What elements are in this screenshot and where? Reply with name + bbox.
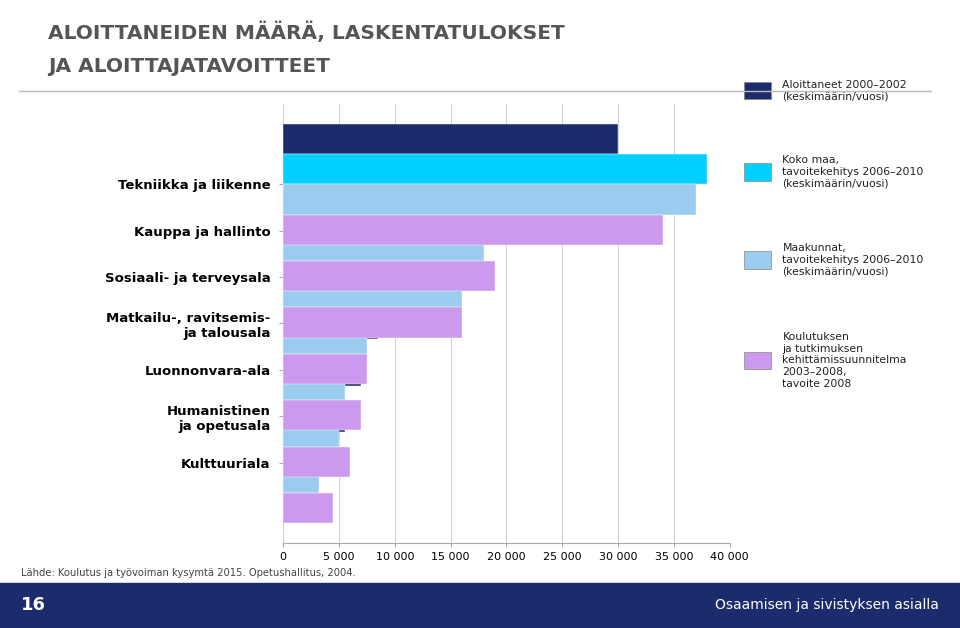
Bar [283, 307, 462, 338]
Bar [283, 323, 367, 354]
Bar [283, 400, 361, 430]
Bar [283, 402, 345, 432]
Bar [283, 355, 361, 386]
Bar [283, 124, 618, 154]
Bar [283, 277, 462, 307]
Bar [283, 293, 361, 323]
Text: ALOITTANEIDEN MÄÄRÄ, LASKENTATULOKSET: ALOITTANEIDEN MÄÄRÄ, LASKENTATULOKSET [48, 22, 564, 43]
Text: Lähde: Koulutus ja työvoiman kysymtä 2015. Opetushallitus, 2004.: Lähde: Koulutus ja työvoiman kysymtä 201… [21, 568, 356, 578]
Bar [283, 184, 696, 215]
Text: Aloittaneet 2000–2002
(keskimäärin/vuosi): Aloittaneet 2000–2002 (keskimäärin/vuosi… [782, 80, 907, 101]
Bar [283, 447, 350, 477]
Text: Koulutuksen
ja tutkimuksen
kehittämissuunnitelma
2003–2008,
tavoite 2008: Koulutuksen ja tutkimuksen kehittämissuu… [782, 332, 907, 389]
Bar [283, 432, 325, 463]
Bar [283, 247, 462, 277]
Bar [283, 340, 350, 370]
Bar [283, 463, 319, 493]
Bar [283, 493, 333, 523]
Bar [283, 416, 339, 447]
Bar [283, 261, 495, 291]
Bar [283, 354, 367, 384]
Bar [283, 263, 384, 293]
Bar [283, 370, 345, 400]
Text: Koko maa,
tavoitekehitys 2006–2010
(keskimäärin/vuosi): Koko maa, tavoitekehitys 2006–2010 (kesk… [782, 156, 924, 188]
Bar [283, 215, 662, 245]
Text: JA ALOITTAJATAVOITTEET: JA ALOITTAJATAVOITTEET [48, 57, 330, 75]
Text: Osaamisen ja sivistyksen asialla: Osaamisen ja sivistyksen asialla [715, 598, 939, 612]
Bar [283, 200, 462, 230]
Text: Maakunnat,
tavoitekehitys 2006–2010
(keskimäärin/vuosi): Maakunnat, tavoitekehitys 2006–2010 (kes… [782, 244, 924, 276]
Bar [283, 386, 339, 416]
Bar [283, 230, 484, 261]
Bar [283, 217, 445, 247]
Bar [283, 154, 708, 184]
Bar [283, 309, 378, 340]
Bar [283, 170, 507, 200]
Text: 16: 16 [21, 597, 46, 614]
